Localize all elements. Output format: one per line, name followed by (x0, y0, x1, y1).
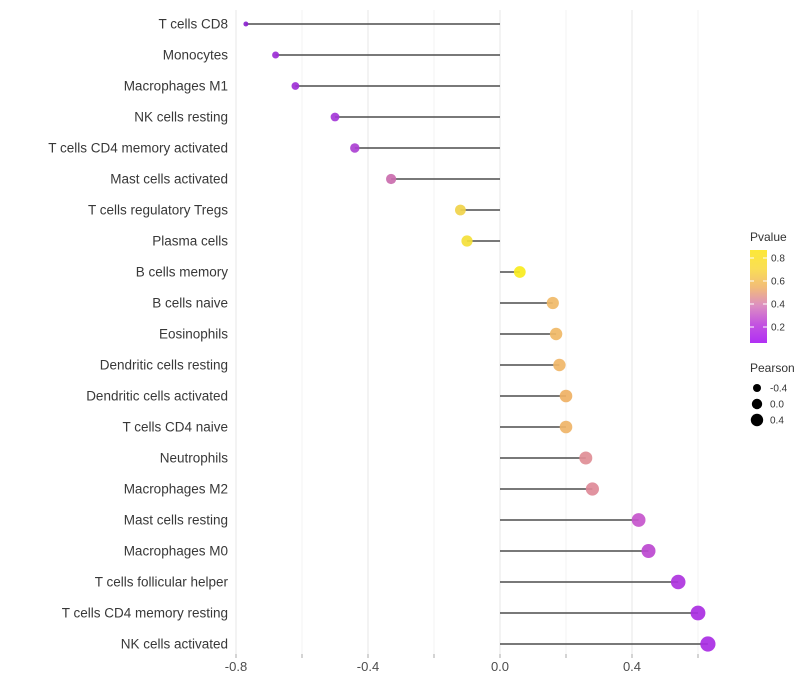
legend-pearson-items: -0.4 0.0 0.4 (750, 384, 788, 427)
x-axis-label: 0.4 (623, 659, 641, 674)
y-axis-label: T cells CD4 memory activated (48, 141, 228, 156)
data-point (291, 82, 300, 90)
data-point (559, 389, 573, 403)
legend-pvalue-title: Pvalue (750, 230, 787, 244)
data-point (690, 605, 706, 621)
data-point (330, 112, 340, 122)
data-point (700, 636, 716, 652)
pvalue-colorbar (750, 250, 767, 343)
legend-pvalue: Pvalue 0.8 0.6 0.4 0.2 (750, 230, 787, 343)
y-axis-label: Dendritic cells resting (100, 358, 228, 373)
y-axis-labels: T cells CD8 Monocytes Macrophages M1 NK cel… (48, 17, 228, 652)
legend-pearson: Pearson -0.4 0.0 0.4 (750, 361, 795, 427)
legend-pearson-title: Pearson (750, 361, 795, 375)
pvalue-colorbar-labels: 0.8 0.6 0.4 0.2 (771, 254, 785, 334)
y-axis-label: Eosinophils (159, 327, 228, 342)
data-point (455, 204, 466, 216)
pvalue-tick-label: 0.4 (771, 300, 785, 311)
lollipop-stems (245, 23, 708, 645)
pearson-legend-label: -0.4 (770, 384, 788, 395)
y-axis-label: T cells CD4 memory resting (62, 606, 228, 621)
y-axis-label: B cells memory (136, 265, 229, 280)
data-point (670, 574, 686, 590)
y-axis-label: Macrophages M0 (124, 544, 228, 559)
pvalue-tick-label: 0.8 (771, 254, 785, 265)
y-axis-label: Macrophages M1 (124, 79, 228, 94)
gridlines (235, 10, 699, 654)
data-point (546, 296, 559, 310)
y-axis-label: Mast cells activated (110, 172, 228, 187)
pearson-legend-dot (750, 413, 764, 427)
y-axis-label: T cells CD8 (158, 17, 228, 32)
y-axis-label: T cells CD4 naive (122, 420, 228, 435)
y-axis-label: NK cells resting (134, 110, 228, 125)
x-axis-label: -0.8 (225, 659, 247, 674)
y-axis-label: Neutrophils (160, 451, 229, 466)
data-point (350, 143, 360, 153)
pearson-legend-dot (753, 384, 761, 392)
pearson-legend-label: 0.4 (770, 416, 784, 427)
data-point (386, 173, 397, 185)
y-axis-label: Plasma cells (152, 234, 228, 249)
data-point (243, 21, 249, 27)
data-point (641, 544, 656, 558)
lollipop-dots (243, 21, 716, 652)
data-point (549, 327, 563, 341)
data-point (272, 51, 280, 59)
data-point (461, 235, 473, 247)
x-axis-label: 0.0 (491, 659, 509, 674)
data-point (585, 482, 600, 496)
x-axis-labels: -0.8 -0.4 0.0 0.4 (225, 659, 641, 674)
y-axis-label: NK cells activated (121, 637, 228, 652)
data-point (631, 513, 646, 527)
data-point (553, 358, 566, 372)
x-axis-ticks (235, 654, 699, 658)
x-axis-label: -0.4 (357, 659, 379, 674)
y-axis-label: Macrophages M2 (124, 482, 228, 497)
y-axis-label: T cells regulatory Tregs (88, 203, 228, 218)
pearson-legend-label: 0.0 (770, 400, 784, 411)
y-axis-label: Dendritic cells activated (86, 389, 228, 404)
pvalue-tick-label: 0.6 (771, 277, 785, 288)
y-axis-label: B cells naive (152, 296, 228, 311)
data-point (559, 420, 573, 434)
data-point (513, 266, 526, 278)
pvalue-tick-label: 0.2 (771, 323, 785, 334)
data-point (579, 451, 593, 465)
pearson-legend-dot (751, 398, 763, 410)
y-axis-label: Mast cells resting (124, 513, 228, 528)
y-axis-label: Monocytes (163, 48, 229, 63)
pvalue-colorbar-ticks (750, 257, 767, 328)
y-axis-label: T cells follicular helper (95, 575, 229, 590)
